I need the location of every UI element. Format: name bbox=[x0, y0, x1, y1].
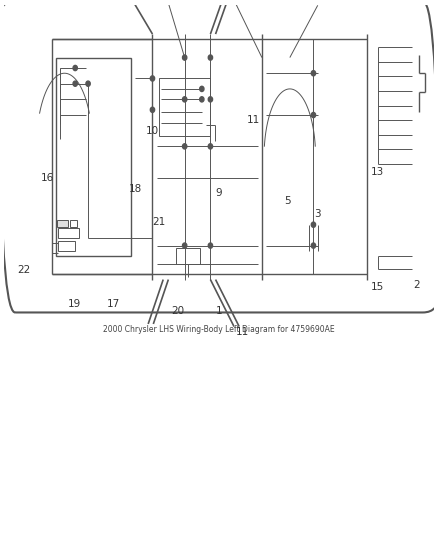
Text: 22: 22 bbox=[17, 265, 30, 275]
Circle shape bbox=[311, 112, 315, 118]
Bar bbox=[159, 78, 210, 136]
Bar bbox=[176, 248, 200, 264]
Text: 18: 18 bbox=[129, 184, 142, 194]
Text: 2: 2 bbox=[413, 280, 420, 290]
Text: 16: 16 bbox=[41, 173, 54, 183]
Circle shape bbox=[73, 66, 78, 71]
Circle shape bbox=[73, 81, 78, 86]
Circle shape bbox=[183, 97, 187, 102]
Circle shape bbox=[183, 243, 187, 248]
Circle shape bbox=[311, 243, 315, 248]
Circle shape bbox=[311, 222, 315, 227]
Text: 11: 11 bbox=[236, 327, 249, 337]
Text: 19: 19 bbox=[68, 299, 81, 309]
Text: 5: 5 bbox=[284, 196, 291, 206]
Circle shape bbox=[150, 76, 155, 81]
Text: 17: 17 bbox=[107, 299, 120, 309]
Circle shape bbox=[208, 243, 212, 248]
Text: 11: 11 bbox=[247, 115, 260, 125]
Circle shape bbox=[183, 55, 187, 60]
Circle shape bbox=[200, 97, 204, 102]
Text: 15: 15 bbox=[371, 282, 385, 293]
Circle shape bbox=[311, 71, 315, 76]
Bar bbox=[56, 58, 131, 256]
Bar bbox=[70, 220, 77, 227]
Circle shape bbox=[200, 86, 204, 92]
Circle shape bbox=[183, 144, 187, 149]
Circle shape bbox=[208, 144, 212, 149]
Bar bbox=[58, 228, 80, 238]
Text: 9: 9 bbox=[215, 188, 223, 198]
Circle shape bbox=[208, 55, 212, 60]
Circle shape bbox=[150, 107, 155, 112]
Text: 1: 1 bbox=[215, 306, 223, 316]
Text: 21: 21 bbox=[152, 217, 166, 227]
Circle shape bbox=[208, 97, 212, 102]
Bar bbox=[58, 241, 75, 251]
Circle shape bbox=[86, 81, 90, 86]
Bar bbox=[57, 220, 68, 227]
Text: 2000 Chrysler LHS Wiring-Body Left Diagram for 4759690AE: 2000 Chrysler LHS Wiring-Body Left Diagr… bbox=[103, 325, 335, 334]
Text: 13: 13 bbox=[371, 167, 385, 177]
Text: 20: 20 bbox=[172, 306, 185, 316]
Text: 3: 3 bbox=[314, 209, 321, 219]
Text: 10: 10 bbox=[146, 126, 159, 136]
